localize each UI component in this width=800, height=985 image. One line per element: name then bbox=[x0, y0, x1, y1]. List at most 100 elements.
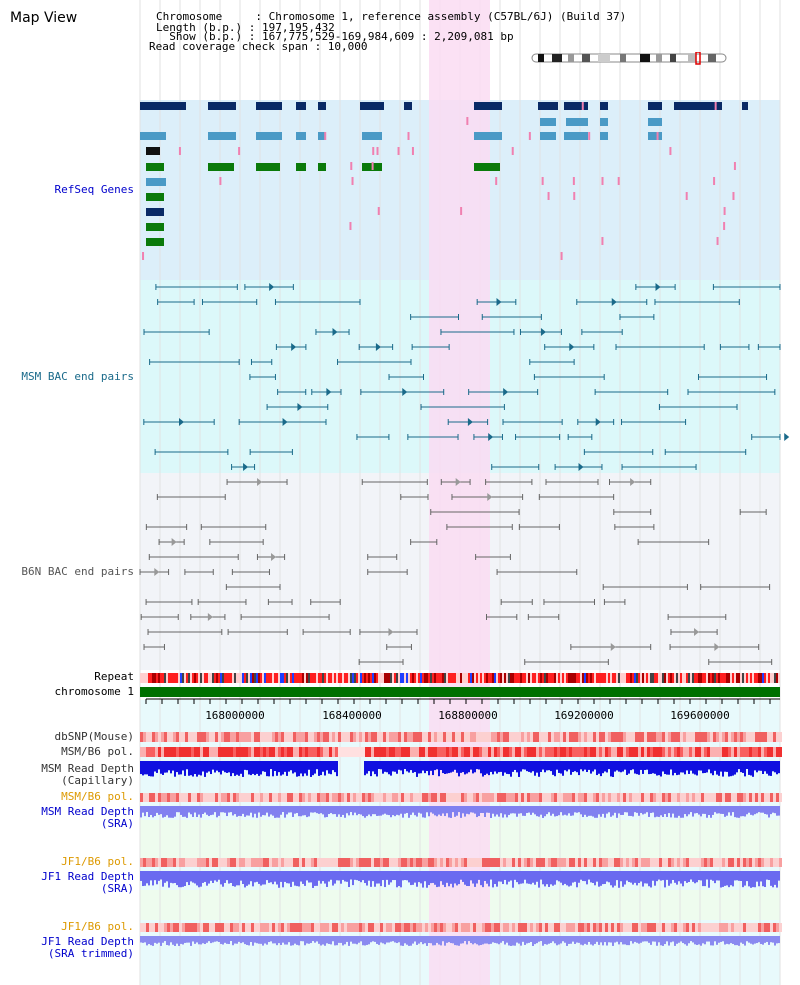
dbsnp-heat-cell bbox=[593, 732, 596, 742]
dbsnp-heat-cell bbox=[266, 732, 269, 742]
jf1-depth-trim-bar bbox=[452, 936, 454, 944]
refseq-genes-track[interactable] bbox=[140, 102, 748, 260]
b6n-bac-track[interactable] bbox=[139, 478, 773, 665]
msm-depth-cap-bar bbox=[720, 761, 722, 772]
msm-depth-sra-bar bbox=[386, 806, 388, 815]
msm-depth-cap-bar bbox=[170, 761, 172, 774]
msm-depth-cap-bar bbox=[186, 761, 188, 770]
msm-pol-sra-heat-cell bbox=[524, 793, 527, 802]
jf1-depth-trim-bar bbox=[222, 936, 224, 945]
msm-depth-sra-bar bbox=[356, 806, 358, 816]
msm-depth-cap-bar bbox=[436, 761, 438, 770]
msm-pol-cap-heat-cell bbox=[728, 747, 731, 757]
jf1-depth-trim-bar bbox=[548, 936, 550, 944]
msm-pol-cap-heat-cell bbox=[311, 747, 314, 757]
gene-exon bbox=[296, 132, 306, 140]
jf1-depth-sra-bar bbox=[730, 871, 732, 886]
gene-exon bbox=[474, 163, 500, 171]
repeat-element bbox=[172, 673, 174, 683]
msm-depth-cap-bar bbox=[396, 761, 398, 774]
jf1-pol-trim-heat-cell bbox=[701, 923, 704, 932]
jf1-pol-heat-cell bbox=[266, 858, 269, 867]
msm-depth-sra-bar bbox=[548, 806, 550, 813]
jf1-depth-sra-bar bbox=[184, 871, 186, 886]
jf1-depth-sra-bar bbox=[440, 871, 442, 882]
msm-depth-sra-bar bbox=[524, 806, 526, 816]
gene-marker bbox=[716, 237, 719, 245]
msm-bac-track[interactable] bbox=[143, 283, 790, 471]
msm-pol-sra-heat-cell bbox=[548, 793, 551, 802]
repeat-element bbox=[774, 673, 776, 683]
jf1-depth-sra-bar bbox=[488, 871, 490, 887]
jf1-pol-heat-cell bbox=[470, 858, 473, 867]
jf1-depth-trim-bar bbox=[402, 936, 404, 946]
jf1-pol-heat-cell bbox=[221, 858, 224, 867]
msm-depth-sra-bar bbox=[310, 806, 312, 813]
dbsnp-heat-cell bbox=[248, 732, 251, 742]
jf1-pol-trim-heat-cell bbox=[164, 923, 167, 932]
dbsnp-heat-cell bbox=[749, 732, 752, 742]
gene-marker bbox=[713, 177, 716, 185]
msm-pol-cap-heat-cell bbox=[482, 747, 485, 757]
jf1-pol-heat-cell bbox=[773, 858, 776, 867]
msm-pol-cap-heat-cell bbox=[590, 747, 593, 757]
jf1-depth-sra-bar bbox=[172, 871, 174, 884]
msm-pol-sra-heat-cell bbox=[314, 793, 317, 802]
msm-depth-cap-bar bbox=[682, 761, 684, 773]
msm-pol-cap-heat-cell bbox=[188, 747, 191, 757]
msm-pol-sra-heat-cell bbox=[707, 793, 710, 802]
jf1-depth-sra-bar bbox=[422, 871, 424, 888]
msm-depth-sra-bar bbox=[736, 806, 738, 818]
msm-depth-cap-bar bbox=[538, 761, 540, 777]
selected-region-highlight[interactable] bbox=[429, 0, 490, 985]
msm-pol-sra-heat-cell bbox=[746, 793, 749, 802]
gene-marker bbox=[324, 132, 327, 140]
msm-depth-sra-bar bbox=[402, 806, 404, 818]
msm-pol-sra-heat-cell bbox=[143, 793, 146, 802]
jf1-depth-trim-bar bbox=[264, 936, 266, 944]
msm-pol-sra-heat-cell bbox=[257, 793, 260, 802]
chromosome-ideogram[interactable] bbox=[530, 52, 730, 66]
msm-depth-sra-bar bbox=[624, 806, 626, 813]
jf1-depth-trim-bar bbox=[668, 936, 670, 946]
jf1-pol-trim-heat-cell bbox=[539, 923, 542, 932]
msm-depth-sra-bar bbox=[694, 806, 696, 814]
jf1-pol-trim-heat-cell bbox=[632, 923, 635, 932]
jf1-pol-heat-cell bbox=[344, 858, 347, 867]
repeat-element bbox=[212, 673, 214, 683]
jf1-depth-trim-bar bbox=[504, 936, 506, 945]
dbsnp-heat-cell bbox=[476, 732, 479, 742]
jf1-pol-trim-heat-cell bbox=[248, 923, 251, 932]
repeat-element bbox=[606, 673, 608, 683]
dbsnp-heat-cell bbox=[548, 732, 551, 742]
jf1-depth-sra-bar bbox=[296, 871, 298, 887]
jf1-depth-sra-bar bbox=[426, 871, 428, 888]
repeat-element bbox=[662, 673, 664, 683]
jf1-pol-heat-cell bbox=[779, 858, 782, 867]
jf1-depth-trim-bar bbox=[298, 936, 300, 946]
msm-depth-cap-bar bbox=[716, 761, 718, 775]
jf1-pol-trim-heat-cell bbox=[263, 923, 266, 932]
jf1-depth-trim-bar bbox=[530, 936, 532, 942]
jf1-pol-trim-heat-cell bbox=[191, 923, 194, 932]
msm-depth-sra-bar bbox=[164, 806, 166, 817]
msm-pol-sra-heat-cell bbox=[572, 793, 575, 802]
jf1-pol-trim-heat-cell bbox=[548, 923, 551, 932]
repeat-element bbox=[430, 673, 432, 683]
msm-pol-cap-heat-cell bbox=[758, 747, 761, 757]
jf1-depth-sra-bar bbox=[696, 871, 698, 883]
jf1-pol-trim-heat-cell bbox=[512, 923, 515, 932]
repeat-element bbox=[482, 673, 484, 683]
repeat-element bbox=[248, 673, 250, 683]
msm-depth-cap-bar bbox=[680, 761, 682, 773]
jf1-depth-sra-bar bbox=[248, 871, 250, 885]
jf1-pol-trim-heat-cell bbox=[506, 923, 509, 932]
msm-pol-sra-heat-cell bbox=[530, 793, 533, 802]
msm-pol-sra-heat-cell bbox=[389, 793, 392, 802]
jf1-depth-sra-bar bbox=[432, 871, 434, 883]
repeat-element bbox=[744, 673, 746, 683]
msm-pol-cap-heat-cell bbox=[197, 747, 200, 757]
jf1-depth-sra-bar bbox=[774, 871, 776, 885]
repeat-element bbox=[348, 673, 350, 683]
